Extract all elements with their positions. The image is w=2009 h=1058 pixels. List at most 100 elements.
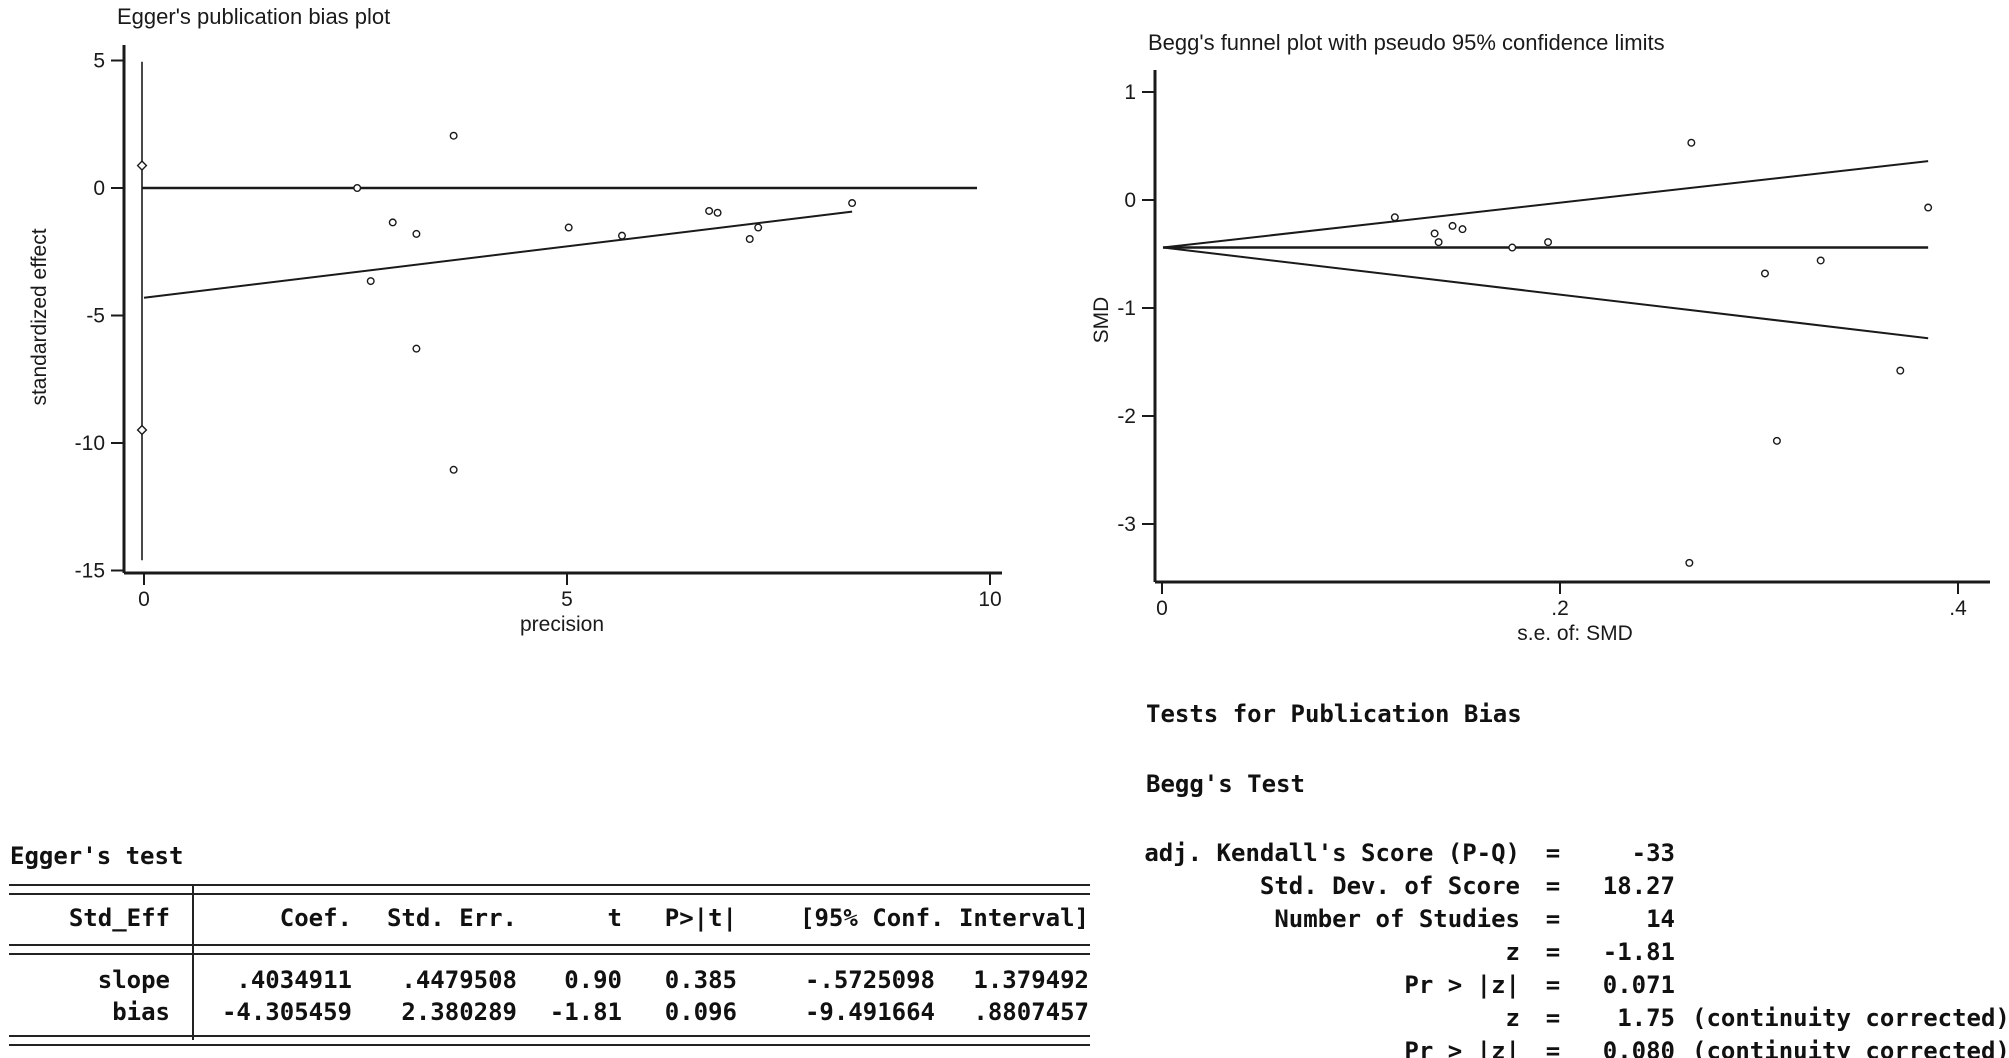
begg-x-tick-label: .4 bbox=[1949, 597, 1967, 620]
study-point bbox=[449, 465, 458, 474]
table-rule bbox=[9, 884, 1090, 895]
egger-y-axis-label: standardized effect bbox=[28, 228, 51, 405]
tests-for-publication-bias-heading: Tests for Publication Bias bbox=[1146, 700, 1522, 728]
bias-ci-upper-marker bbox=[136, 160, 148, 171]
table-cell-ci_low: -9.491664 bbox=[804, 998, 935, 1026]
table-cell-name: slope bbox=[97, 966, 170, 994]
table-cell-t: 0.90 bbox=[564, 966, 622, 994]
study-point bbox=[449, 131, 458, 140]
table-column-header: Std. Err. bbox=[386, 904, 517, 932]
table-cell-coef: .4034911 bbox=[236, 966, 352, 994]
egger-y-tick-label: -15 bbox=[75, 560, 105, 583]
begg-stat-label: Pr > |z| bbox=[1404, 971, 1520, 999]
study-point bbox=[388, 218, 397, 227]
begg-lower-confidence-line bbox=[1162, 246, 1929, 340]
bias-ci-lower-marker bbox=[136, 424, 148, 436]
table-column-divider bbox=[192, 886, 194, 1040]
egger-y-tick-label: 5 bbox=[93, 50, 105, 73]
begg-stat-note: (continuity corrected) bbox=[1692, 1037, 2009, 1058]
study-point bbox=[1544, 238, 1553, 247]
begg-stat-equals: = bbox=[1545, 905, 1561, 933]
begg-stat-label: Std. Dev. of Score bbox=[1259, 872, 1520, 900]
begg-test-heading: Begg's Test bbox=[1146, 770, 1305, 798]
begg-stat-value: 0.071 bbox=[1602, 971, 1675, 999]
table-column-header: [95% Conf. Interval] bbox=[800, 904, 1089, 932]
egger-regression-line bbox=[143, 210, 853, 299]
study-point bbox=[564, 223, 573, 232]
begg-stat-equals: = bbox=[1545, 839, 1561, 867]
egger-test-table: Std_Eff Coef. Std. Err. t P>|t| [95% Conf. In… bbox=[9, 884, 1090, 1046]
begg-y-tick-label: -1 bbox=[1117, 297, 1136, 320]
begg-y-tick-label: -2 bbox=[1117, 405, 1136, 428]
study-point bbox=[1390, 213, 1399, 222]
study-point bbox=[745, 234, 754, 243]
begg-stat-equals: = bbox=[1545, 872, 1561, 900]
table-column-header: Std_Eff bbox=[68, 904, 170, 932]
table-cell-name: bias bbox=[112, 998, 170, 1026]
egger-y-tick-label: 0 bbox=[93, 177, 105, 200]
begg-stat-equals: = bbox=[1545, 1004, 1561, 1032]
study-point bbox=[1772, 436, 1781, 445]
study-point bbox=[1430, 229, 1439, 238]
egger-y-tick-label: -5 bbox=[86, 305, 105, 328]
study-point bbox=[1685, 558, 1694, 567]
study-point bbox=[1924, 203, 1933, 212]
study-point bbox=[713, 208, 722, 217]
begg-stat-value: 14 bbox=[1646, 905, 1675, 933]
study-point bbox=[1896, 366, 1905, 375]
begg-stat-note: (continuity corrected) bbox=[1692, 1004, 2009, 1032]
egger-y-tick-label: -10 bbox=[75, 432, 105, 455]
table-rule bbox=[9, 944, 1090, 955]
study-point bbox=[1458, 225, 1467, 234]
begg-y-axis-label: SMD bbox=[1090, 297, 1113, 344]
begg-y-tick-label: 0 bbox=[1124, 189, 1136, 212]
study-point bbox=[1760, 269, 1769, 278]
table-cell-std_err: 2.380289 bbox=[401, 998, 517, 1026]
table-cell-ci_high: .8807457 bbox=[973, 998, 1089, 1026]
study-point bbox=[705, 206, 714, 215]
study-point bbox=[848, 199, 857, 208]
study-point bbox=[412, 229, 421, 238]
study-point bbox=[617, 231, 626, 240]
table-cell-coef: -4.305459 bbox=[221, 998, 352, 1026]
table-rule bbox=[9, 1035, 1090, 1046]
begg-x-tick-label: .2 bbox=[1551, 597, 1569, 620]
begg-y-tick-label: -3 bbox=[1117, 513, 1136, 536]
table-cell-ci_low: -.5725098 bbox=[804, 966, 935, 994]
egger-x-axis-label: precision bbox=[520, 613, 604, 636]
begg-stat-label: Pr > |z| bbox=[1404, 1037, 1520, 1058]
begg-stat-label: z bbox=[1505, 1004, 1520, 1032]
study-point bbox=[1816, 256, 1825, 265]
table-column-header: Coef. bbox=[279, 904, 352, 932]
study-point bbox=[1434, 238, 1443, 247]
begg-stat-label: Number of Studies bbox=[1274, 905, 1520, 933]
egger-x-tick-label: 10 bbox=[978, 588, 1001, 611]
table-cell-p: 0.385 bbox=[664, 966, 737, 994]
begg-x-tick-label: 0 bbox=[1156, 597, 1168, 620]
begg-stat-equals: = bbox=[1545, 971, 1561, 999]
table-cell-t: -1.81 bbox=[549, 998, 622, 1026]
table-column-header: t bbox=[607, 904, 622, 932]
study-point bbox=[1448, 221, 1457, 230]
study-point bbox=[353, 183, 362, 192]
plots-canvas: Egger's publication bias plot50-5-10-150… bbox=[28, 4, 1990, 645]
study-point bbox=[1508, 243, 1517, 252]
study-point bbox=[1687, 138, 1696, 147]
begg-stat-equals: = bbox=[1545, 938, 1561, 966]
begg-stat-value: -33 bbox=[1631, 839, 1675, 867]
begg-plot-title: Begg's funnel plot with pseudo 95% confi… bbox=[1148, 30, 1665, 55]
begg-upper-confidence-line bbox=[1162, 160, 1929, 249]
table-cell-std_err: .4479508 bbox=[401, 966, 517, 994]
study-point bbox=[412, 344, 421, 353]
begg-stat-value: -1.81 bbox=[1602, 938, 1675, 966]
table-column-header: P>|t| bbox=[664, 904, 737, 932]
study-point bbox=[754, 223, 763, 232]
begg-stat-value: 0.080 bbox=[1602, 1037, 1675, 1058]
begg-y-tick-label: 1 bbox=[1124, 81, 1136, 104]
egger-x-tick-label: 0 bbox=[138, 588, 150, 611]
begg-stat-label: z bbox=[1505, 938, 1520, 966]
egger-x-tick-label: 5 bbox=[561, 588, 573, 611]
egger-plot-title: Egger's publication bias plot bbox=[117, 4, 390, 29]
study-point bbox=[366, 277, 375, 286]
begg-stat-value: 18.27 bbox=[1602, 872, 1675, 900]
